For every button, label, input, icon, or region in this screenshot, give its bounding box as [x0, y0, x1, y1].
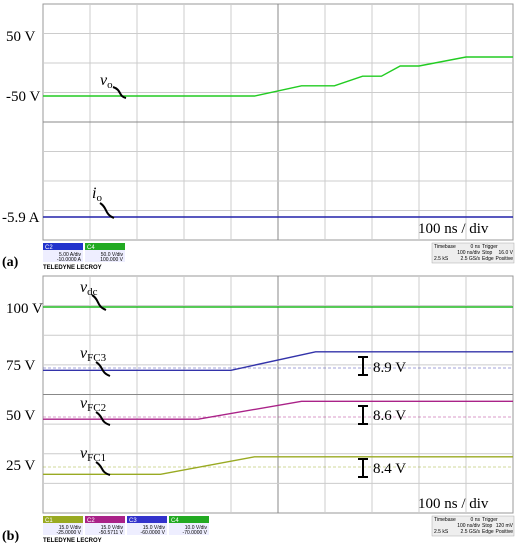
- channel-badge: [85, 243, 125, 250]
- channel-badge: [169, 516, 209, 523]
- scope-info-text: 0 ns: [471, 244, 481, 250]
- channel-box: [43, 523, 83, 535]
- channel-offset: -50.5711 V: [99, 530, 124, 536]
- panel-b-traces: [43, 306, 513, 475]
- scope-info-text: Trigger: [482, 244, 498, 250]
- vfc2-label-pointer: [95, 411, 111, 426]
- vfc3-label-pointer: [95, 361, 111, 377]
- panel-a-scope-info: C2 5.00 A/div-10.0000 A C4 50.0 V/div100.00…: [43, 242, 515, 271]
- scope-info-text: Timebase: [434, 244, 456, 250]
- annotation-fc3-delta: 8.9 V: [373, 360, 406, 376]
- ytick-minus50v: -50 V: [6, 89, 40, 105]
- series-label-vo: vo: [100, 72, 113, 91]
- channel-offset: -25.0000 V: [57, 530, 82, 536]
- delta-marker-fc3: [358, 356, 368, 376]
- scope-brand: TELEDYNE LECROY: [43, 538, 102, 544]
- channel-id: C4: [87, 245, 95, 251]
- channel-id: C4: [171, 518, 179, 524]
- channel-offset: -60.0000 V: [141, 530, 166, 536]
- delta-marker-fc2: [358, 405, 368, 425]
- scope-info-text: 2.5 GS/s: [461, 256, 481, 262]
- scope-info-text: Positive: [495, 529, 513, 535]
- ytick-minus5.9a: -5.9 A: [2, 210, 40, 226]
- panel-a-traces: [43, 56, 513, 218]
- channel-badge: [43, 516, 83, 523]
- channel-badge: [43, 243, 83, 250]
- panel-label-b: (b): [2, 529, 19, 544]
- vfc1-label-pointer: [95, 461, 111, 476]
- channel-box: [85, 250, 125, 262]
- series-label-io: io: [92, 185, 102, 204]
- series-label-vfc2: vFC2: [80, 395, 106, 414]
- vo-label-pointer: [112, 86, 127, 99]
- channel-box: [43, 250, 83, 262]
- scope-info-text: Stop: [482, 250, 493, 256]
- scope-info-text: 0 ns: [471, 517, 481, 523]
- channel-box: [127, 523, 167, 535]
- channel-id: C2: [87, 518, 95, 524]
- timebase-box: [431, 242, 515, 264]
- channel-badge: [127, 516, 167, 523]
- channel-box: [169, 523, 209, 535]
- scope-info-text: Timebase: [434, 517, 456, 523]
- ytick-25v: 25 V: [6, 458, 35, 474]
- scope-info-text: 100 ns/div: [457, 523, 480, 529]
- ytick-50v-b: 50 V: [6, 408, 35, 424]
- channel-scale: 15.0 V/div: [59, 525, 82, 531]
- channel-badge: [85, 516, 125, 523]
- channel-id: C2: [45, 245, 53, 251]
- channel-offset: -70.0000 V: [183, 530, 208, 536]
- io-label-pointer: [99, 202, 115, 219]
- scope-info-text: Trigger: [482, 517, 498, 523]
- annotation-fc1-delta: 8.4 V: [373, 461, 406, 477]
- delta-marker-fc1: [358, 458, 368, 478]
- channel-box: [85, 523, 125, 535]
- channel-offset: 100.000 V: [100, 257, 123, 263]
- scope-info-text: Positive: [495, 256, 513, 262]
- channel-scale: 15.0 V/div: [143, 525, 166, 531]
- timebase-label-a: 100 ns / div: [418, 221, 489, 237]
- channel-scale: 5.00 A/div: [59, 252, 81, 258]
- scope-info-text: 2.5 kS: [434, 256, 449, 262]
- series-label-vfc3: vFC3: [80, 345, 107, 364]
- timebase-box: [431, 515, 515, 537]
- channel-scale: 15.0 V/div: [101, 525, 124, 531]
- vfc3-trace: [43, 351, 513, 371]
- panel-a: 50 V -50 V -5.9 A vo io 100 ns / div (a)…: [2, 3, 515, 271]
- vo-trace: [43, 56, 513, 97]
- channel-id: C3: [129, 518, 137, 524]
- vdc-label-pointer: [91, 294, 107, 311]
- panel-b-grid: [43, 276, 513, 513]
- channel-scale: 50.0 V/div: [101, 252, 124, 258]
- vfc1-trace: [43, 456, 513, 475]
- panel-label-a: (a): [2, 255, 19, 270]
- scope-info-text: Stop: [482, 523, 493, 529]
- timebase-label-b: 100 ns / div: [418, 496, 489, 512]
- channel-offset: -10.0000 A: [57, 257, 82, 263]
- scope-info-text: 2.5 kS: [434, 529, 449, 535]
- scope-info-text: Edge: [482, 529, 494, 535]
- scope-info-text: Edge: [482, 256, 494, 262]
- scope-brand: TELEDYNE LECROY: [43, 265, 102, 271]
- ytick-100v: 100 V: [6, 301, 43, 317]
- scope-info-text: 2.5 GS/s: [461, 529, 481, 535]
- vfc2-trace: [43, 400, 513, 420]
- scope-info-text: 120 mV: [496, 523, 514, 529]
- panel-b: 100 V 75 V 50 V 25 V vdc vFC3 vFC2 vFC1 …: [2, 275, 515, 544]
- ytick-50v: 50 V: [6, 29, 35, 45]
- annotation-fc2-delta: 8.6 V: [373, 408, 406, 424]
- scope-info-text: 16.0 V: [499, 250, 514, 256]
- panel-a-grid: [43, 4, 513, 240]
- channel-id: C1: [45, 518, 53, 524]
- series-label-vdc: vdc: [80, 279, 98, 298]
- series-label-vfc1: vFC1: [80, 445, 106, 464]
- ytick-75v: 75 V: [6, 358, 35, 374]
- channel-scale: 10.0 V/div: [185, 525, 208, 531]
- scope-info-text: 100 ns/div: [457, 250, 480, 256]
